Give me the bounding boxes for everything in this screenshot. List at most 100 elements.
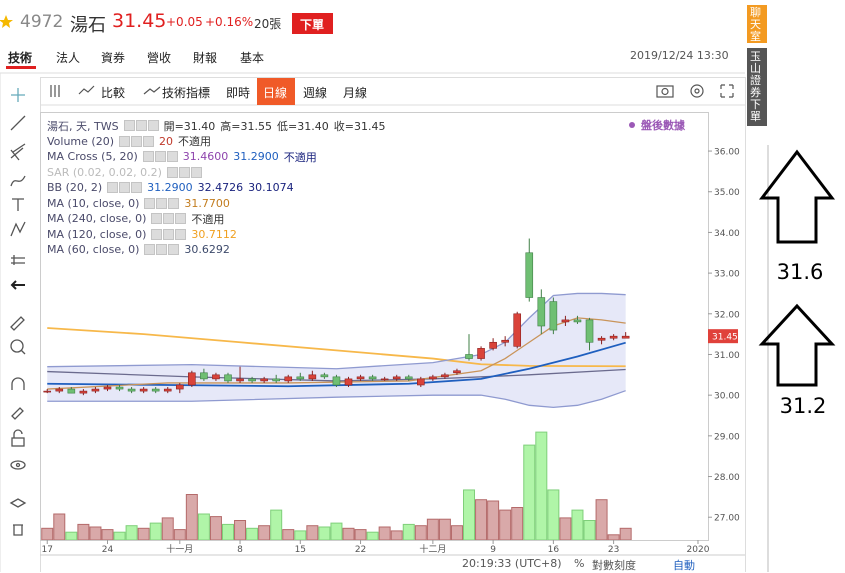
legend-readout: 高=31.55 [220, 119, 273, 133]
toolbar-item[interactable]: 即時 [226, 86, 251, 100]
volume-bar [185, 494, 198, 540]
volume-bar [366, 531, 379, 540]
legend-icons[interactable] [119, 135, 154, 147]
volume-bar [221, 523, 234, 540]
icon-box[interactable] [151, 228, 163, 240]
chat-label[interactable]: 聊天室 [750, 6, 761, 43]
icon-box[interactable] [131, 182, 143, 194]
toolbar-item[interactable]: 週線 [303, 86, 328, 100]
legend-readout: 不適用 [178, 135, 211, 149]
annotation: 31.2 [780, 394, 827, 418]
x-tick-label: 8 [237, 545, 243, 555]
icon-box[interactable] [151, 213, 163, 225]
volume-bar [378, 526, 391, 540]
volume-bar [53, 513, 66, 540]
legend-icons[interactable] [123, 120, 159, 132]
legend-icons[interactable] [166, 166, 202, 178]
tab[interactable]: 財報 [193, 51, 218, 65]
tab[interactable]: 營收 [147, 51, 172, 65]
icon-box[interactable] [144, 244, 156, 256]
legend-label: MA (120, close, 0) [47, 227, 147, 241]
icon-box[interactable] [163, 213, 175, 225]
icon-box[interactable] [168, 197, 180, 209]
volume-bar [258, 525, 271, 540]
volume-bar [89, 526, 102, 540]
icon-box[interactable] [175, 213, 187, 225]
icon-box[interactable] [143, 135, 154, 147]
legend-icons[interactable] [144, 244, 180, 256]
legend-icons[interactable] [151, 228, 187, 240]
volume-bar [149, 522, 162, 540]
icon-box[interactable] [147, 120, 159, 132]
icon-box[interactable] [175, 228, 187, 240]
selected-interval[interactable] [257, 78, 295, 105]
legend-readout: 20 [159, 134, 173, 148]
star-icon[interactable] [0, 15, 13, 28]
y-tick-label: 33.00 [714, 270, 740, 280]
percent-toggle[interactable]: % [574, 557, 585, 570]
icon-box[interactable] [166, 151, 178, 163]
icon-box[interactable] [123, 120, 135, 132]
legend-label: SAR (0.02, 0.02, 0.2) [47, 165, 162, 179]
icon-box[interactable] [156, 197, 168, 209]
broker-button[interactable] [747, 48, 767, 126]
y-tick-label: 28.00 [714, 473, 740, 483]
toolbar-item[interactable]: 技術指標 [162, 86, 211, 100]
icon-box[interactable] [142, 151, 154, 163]
legend-row: SAR (0.02, 0.02, 0.2) [47, 165, 385, 181]
icon-box[interactable] [154, 151, 166, 163]
legend-label: MA (240, close, 0) [47, 212, 147, 226]
legend-icons[interactable] [142, 151, 178, 163]
candle-body [356, 376, 365, 380]
candle-body [441, 374, 449, 378]
percent: +0.16% [205, 15, 254, 29]
candle-body [477, 348, 485, 359]
toolbar-item[interactable]: 日線 [263, 86, 288, 100]
icon-box[interactable] [135, 120, 147, 132]
x-tick-label: 15 [295, 545, 306, 555]
volume-bar [619, 527, 632, 540]
legend-icons[interactable] [107, 182, 143, 194]
toolbar-item[interactable]: 月線 [343, 86, 368, 100]
auto-toggle[interactable]: 自動 [673, 559, 695, 572]
icon-box[interactable] [119, 182, 131, 194]
icon-box[interactable] [107, 182, 119, 194]
icon-box[interactable] [156, 244, 168, 256]
log-toggle[interactable]: 對數刻度 [592, 559, 636, 572]
icon-box[interactable] [166, 166, 178, 178]
icon-box[interactable] [144, 197, 156, 209]
broker-label[interactable]: 玉山證券下單 [750, 50, 761, 123]
drawing-tools[interactable] [9, 88, 27, 536]
chat-button[interactable] [747, 5, 767, 43]
order-button[interactable] [292, 13, 333, 34]
candle-body [188, 372, 196, 386]
legend-icons[interactable] [151, 213, 187, 225]
legend-icons[interactable] [144, 197, 180, 209]
volume-bar [571, 509, 584, 540]
icon-box[interactable] [131, 135, 142, 147]
toolbar-item[interactable]: 比較 [101, 86, 126, 100]
order-label[interactable]: 下單 [300, 18, 325, 32]
candle-body [417, 378, 425, 386]
indicator-line [47, 341, 626, 388]
tab[interactable]: 基本 [240, 51, 265, 65]
icon-box[interactable] [168, 244, 180, 256]
volume-bar [354, 529, 367, 540]
icon-box[interactable] [190, 166, 202, 178]
icon-box[interactable] [163, 228, 175, 240]
volume-bar [125, 525, 138, 540]
tab[interactable]: 資券 [101, 51, 126, 65]
tab[interactable]: 法人 [56, 51, 81, 65]
legend-label: Volume (20) [47, 134, 114, 148]
icon-box[interactable] [119, 135, 130, 147]
legend-row: MA (10, close, 0) 31.7700 [47, 196, 385, 212]
volume-bar [65, 531, 78, 540]
y-tick-label: 31.00 [714, 351, 740, 361]
candle-body [103, 386, 112, 390]
icon-box[interactable] [178, 166, 190, 178]
legend-readout: 31.2900 [147, 181, 193, 195]
toolbar-icons[interactable] [50, 84, 734, 98]
tab[interactable]: 技術 [8, 51, 33, 65]
